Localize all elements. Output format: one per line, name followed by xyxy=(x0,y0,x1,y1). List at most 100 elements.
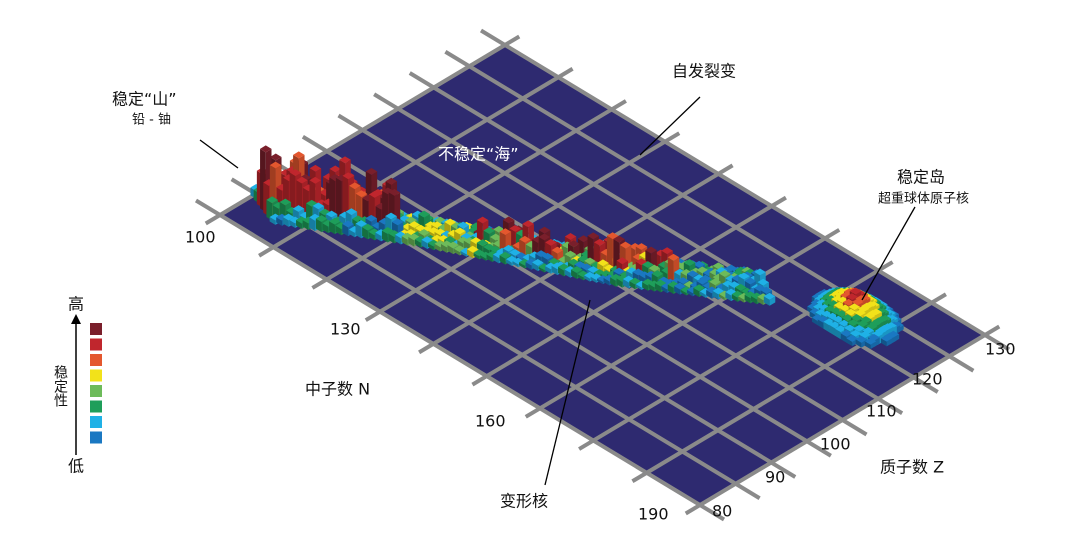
block-top xyxy=(859,331,871,339)
block-top xyxy=(293,151,305,159)
block-side xyxy=(855,339,862,348)
axis-label: 中子数 N xyxy=(305,380,370,399)
block-top xyxy=(709,278,721,286)
block-side xyxy=(864,341,871,350)
block-side xyxy=(480,255,486,261)
block-side xyxy=(642,282,648,291)
block-side xyxy=(564,269,571,278)
block-side xyxy=(538,266,545,273)
block-top xyxy=(538,226,551,234)
block-top xyxy=(571,266,583,273)
block-top xyxy=(839,304,851,312)
block-top xyxy=(368,191,381,198)
block-top xyxy=(635,243,648,251)
block-top xyxy=(849,329,862,337)
z-tick-label: 100 xyxy=(820,435,851,454)
legend-low: 低 xyxy=(68,457,84,476)
block-top xyxy=(568,240,580,248)
block-side xyxy=(269,217,276,225)
block-side xyxy=(629,280,636,290)
block-top xyxy=(342,220,354,228)
block-side xyxy=(447,244,454,255)
block-top xyxy=(880,334,893,342)
block-side xyxy=(667,284,674,294)
block-top xyxy=(279,198,292,206)
block-top xyxy=(381,227,394,234)
block-top xyxy=(418,210,430,218)
block-top xyxy=(861,302,873,310)
block-side xyxy=(751,295,757,305)
z-tick-label: 110 xyxy=(866,402,897,421)
block-side xyxy=(440,243,447,253)
z-tick-label: 80 xyxy=(712,502,732,521)
block-top xyxy=(836,310,848,318)
block-top xyxy=(719,270,731,277)
block-top xyxy=(597,259,609,267)
block-side xyxy=(512,261,519,268)
block-top xyxy=(587,266,599,273)
block-side xyxy=(362,227,368,240)
block-top xyxy=(467,245,479,253)
block-top xyxy=(878,325,891,332)
block-top xyxy=(855,335,868,343)
block-top xyxy=(852,298,864,306)
block-top xyxy=(522,220,534,228)
block-side xyxy=(276,217,282,226)
block-top xyxy=(282,213,295,221)
block-top xyxy=(502,216,515,224)
block-side xyxy=(725,292,732,302)
block-side xyxy=(335,225,342,236)
block-top xyxy=(418,229,430,236)
block-side xyxy=(460,250,467,257)
block-top xyxy=(483,227,495,235)
block-top xyxy=(616,257,629,265)
tick-labels: 100 130 160 190 80 90 100 110 120 130 xyxy=(185,228,1016,524)
legend-swatches xyxy=(90,323,102,444)
leader-line xyxy=(199,139,239,169)
legend-label: 稳定性 xyxy=(52,365,68,407)
block-side xyxy=(648,283,655,292)
block-top xyxy=(329,217,341,225)
block-top xyxy=(260,145,272,153)
block-top xyxy=(757,278,769,286)
block-side xyxy=(401,236,408,246)
label: 稳定“山” xyxy=(112,90,177,109)
block-top xyxy=(842,298,855,306)
block-top xyxy=(870,308,882,316)
block-top xyxy=(744,277,757,285)
legend-swatch xyxy=(90,385,102,397)
block-side xyxy=(289,220,296,228)
block-side xyxy=(322,223,329,234)
block-side xyxy=(590,276,597,283)
block-side xyxy=(381,230,388,243)
block-top xyxy=(365,214,377,222)
block-top xyxy=(864,337,877,345)
block-top xyxy=(875,327,887,335)
block-top xyxy=(325,210,338,218)
block-top xyxy=(355,190,368,198)
z-tick-label: 90 xyxy=(765,468,785,487)
block-top xyxy=(538,233,551,241)
legend-swatch xyxy=(90,369,102,382)
block-top xyxy=(683,258,696,266)
block-side xyxy=(880,338,887,347)
block-top xyxy=(532,259,544,266)
block-side xyxy=(355,223,362,239)
block-side xyxy=(811,317,818,326)
block-top xyxy=(292,205,305,213)
block-top xyxy=(667,253,680,261)
block-top xyxy=(887,330,900,338)
block-top xyxy=(677,277,689,285)
block-side xyxy=(719,294,725,301)
block-top xyxy=(444,218,456,226)
block-top xyxy=(476,239,489,247)
block-side xyxy=(309,217,316,232)
block-top xyxy=(312,202,325,210)
block-side xyxy=(453,248,460,256)
block-top xyxy=(315,215,328,223)
block-side xyxy=(342,223,349,237)
block-side xyxy=(315,218,322,233)
label: 超重球体原子核 xyxy=(878,191,969,207)
block-side xyxy=(846,338,853,347)
